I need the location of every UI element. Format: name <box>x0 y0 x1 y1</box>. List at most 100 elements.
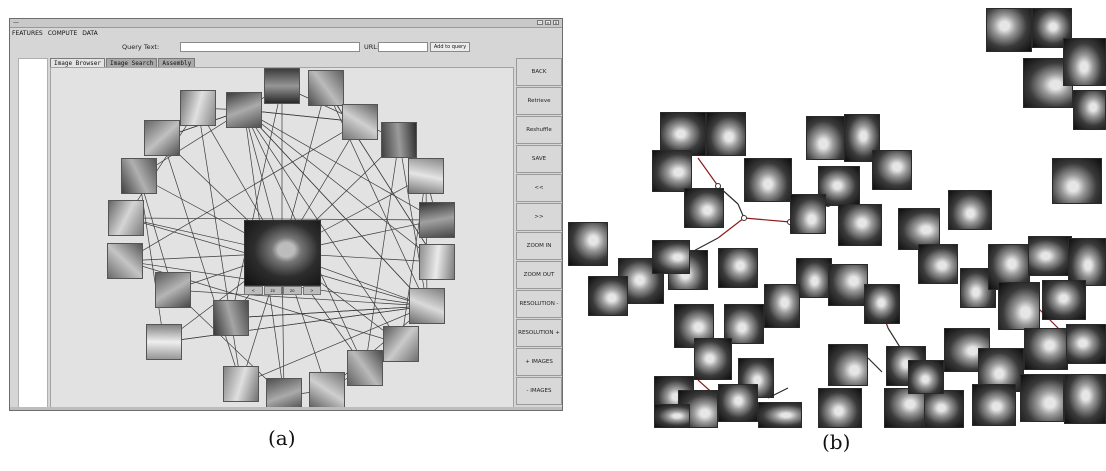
url-input[interactable] <box>378 42 428 52</box>
result-thumbnail[interactable] <box>146 324 182 360</box>
result-thumbnail[interactable] <box>419 244 455 280</box>
xray-thumbnail <box>864 284 900 324</box>
result-thumbnail[interactable] <box>309 372 345 408</box>
result-thumbnail[interactable] <box>266 378 302 409</box>
title-bar: — - ▫ x <box>10 19 562 28</box>
add-images-button[interactable]: + IMAGES <box>516 348 562 376</box>
result-thumbnail[interactable] <box>342 104 378 140</box>
graph-edge <box>163 305 428 343</box>
zoom-in-button[interactable]: ZOOM IN <box>516 232 562 260</box>
save-button[interactable]: SAVE <box>516 145 562 173</box>
xray-thumbnail <box>1064 374 1106 424</box>
tab-image-search[interactable]: Image Search <box>105 58 158 68</box>
add-to-query-button[interactable]: Add to query <box>430 42 470 52</box>
graph-edge <box>230 85 283 319</box>
maximize-button[interactable]: ▫ <box>545 20 551 25</box>
previous-page-button[interactable]: << <box>516 174 562 202</box>
result-thumbnail[interactable] <box>347 350 383 386</box>
menu-features[interactable]: FEATURES <box>12 30 43 37</box>
reshuffle-button[interactable]: Reshuffle <box>516 116 562 144</box>
tab-image-browser[interactable]: Image Browser <box>50 58 105 68</box>
xray-thumbnail <box>568 222 608 266</box>
focused-image-butterfly[interactable] <box>244 220 321 286</box>
xray-graph-node <box>741 215 747 221</box>
graph-edge <box>124 121 361 262</box>
graph-edge <box>125 107 199 219</box>
xray-thumbnail <box>986 8 1032 52</box>
image-browser-canvas[interactable]: < zo zo > <box>50 67 514 410</box>
result-thumbnail[interactable] <box>381 122 417 158</box>
focus-zoom-out-button[interactable]: zo <box>283 286 302 295</box>
graph-edge <box>172 289 428 307</box>
graph-edge <box>425 175 428 307</box>
result-thumbnail[interactable] <box>419 202 455 238</box>
minimize-button[interactable]: - <box>537 20 543 25</box>
result-thumbnail[interactable] <box>308 70 344 106</box>
remove-images-button[interactable]: - IMAGES <box>516 377 562 405</box>
xray-thumbnail <box>1068 238 1106 286</box>
tab-assembly[interactable]: Assembly <box>158 58 196 68</box>
result-thumbnail[interactable] <box>264 68 300 104</box>
xray-thumbnail <box>884 388 928 428</box>
graph-edge <box>243 109 402 345</box>
xray-thumbnail <box>1028 236 1072 276</box>
retrieve-button[interactable]: Retrieve <box>516 87 562 115</box>
result-thumbnail[interactable] <box>180 90 216 126</box>
result-thumbnail[interactable] <box>144 120 180 156</box>
result-thumbnail[interactable] <box>107 243 143 279</box>
graph-edge <box>125 217 438 221</box>
title-bar-label: — <box>13 19 19 26</box>
menu-compute[interactable]: COMPUTE <box>47 30 78 37</box>
query-text-label: Query Text: <box>122 43 160 51</box>
xray-graph-edge <box>743 217 791 223</box>
result-thumbnail[interactable] <box>408 158 444 194</box>
xray-thumbnail <box>908 360 944 394</box>
result-thumbnail[interactable] <box>121 158 157 194</box>
menu-data[interactable]: DATA <box>82 30 98 37</box>
result-thumbnail[interactable] <box>409 288 445 324</box>
close-button[interactable]: x <box>553 20 559 25</box>
xray-thumbnail <box>1020 374 1064 422</box>
focus-zoom-in-button[interactable]: zo <box>263 286 282 295</box>
back-button[interactable]: BACK <box>516 58 562 86</box>
query-text-input[interactable] <box>180 42 360 52</box>
graph-edge <box>243 109 438 263</box>
xray-thumbnail <box>718 248 758 288</box>
xray-graph-edge <box>697 157 719 187</box>
xray-thumbnail <box>1066 324 1106 364</box>
left-panel <box>18 58 48 408</box>
result-thumbnail[interactable] <box>213 300 249 336</box>
xray-thumbnail <box>806 116 848 160</box>
resolution-decrease-button[interactable]: RESOLUTION - <box>516 290 562 318</box>
result-thumbnail[interactable] <box>226 92 262 128</box>
result-thumbnail[interactable] <box>155 272 191 308</box>
caption-a: (a) <box>268 426 296 450</box>
result-thumbnail[interactable] <box>383 326 419 362</box>
xray-thumbnail <box>790 194 826 234</box>
result-thumbnail[interactable] <box>223 366 259 402</box>
window-controls: - ▫ x <box>537 20 559 25</box>
resolution-increase-button[interactable]: RESOLUTION + <box>516 319 562 347</box>
xray-thumbnail <box>724 304 764 344</box>
graph-edge <box>243 109 428 307</box>
focus-prev-button[interactable]: < <box>244 286 263 295</box>
graph-edge <box>197 107 242 385</box>
xray-graph-edge <box>717 217 745 239</box>
caption-b: (b) <box>822 430 851 454</box>
tab-bar: Image Browser Image Search Assembly <box>50 58 196 68</box>
xray-thumbnail <box>818 388 862 428</box>
menu-bar: FEATURES COMPUTE DATA <box>10 28 562 39</box>
zoom-out-button[interactable]: ZOOM OUT <box>516 261 562 289</box>
result-thumbnail[interactable] <box>108 200 144 236</box>
xray-thumbnail <box>764 284 800 328</box>
xray-thumbnail <box>706 112 746 156</box>
xray-collection-graph <box>568 8 1106 428</box>
xray-thumbnail <box>872 150 912 190</box>
next-page-button[interactable]: >> <box>516 203 562 231</box>
url-label: URL: <box>364 43 380 51</box>
xray-graph-edge <box>867 357 883 373</box>
xray-thumbnail <box>1024 328 1068 370</box>
xray-thumbnail <box>948 190 992 230</box>
action-sidebar: BACK Retrieve Reshuffle SAVE << >> ZOOM … <box>516 58 562 410</box>
focus-next-button[interactable]: > <box>302 286 321 295</box>
